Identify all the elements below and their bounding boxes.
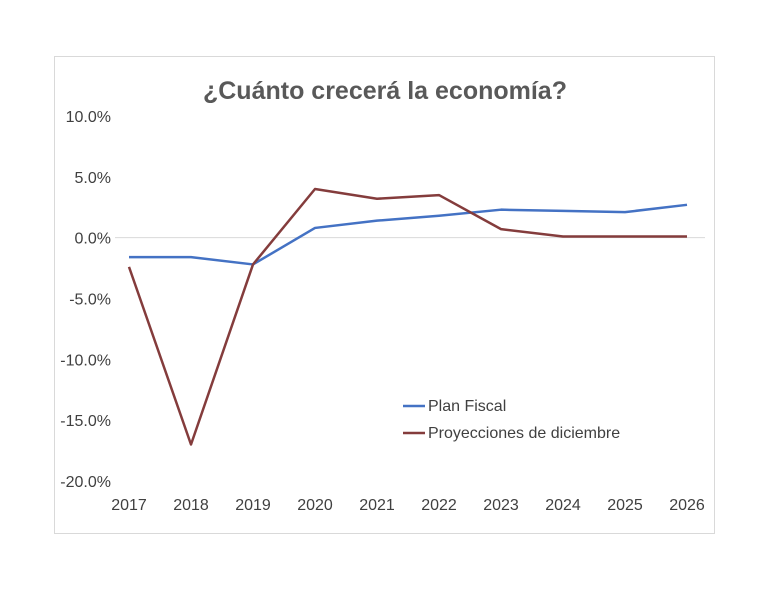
x-tick-label: 2021 xyxy=(359,497,395,514)
x-tick-label: 2020 xyxy=(297,497,333,514)
x-tick-label: 2023 xyxy=(483,497,519,514)
y-tick-label: 10.0% xyxy=(66,109,111,126)
y-tick-label: -20.0% xyxy=(60,474,111,491)
x-tick-label: 2025 xyxy=(607,497,643,514)
y-tick-label: -10.0% xyxy=(60,352,111,369)
y-tick-label: -15.0% xyxy=(60,413,111,430)
x-tick-label: 2019 xyxy=(235,497,271,514)
chart-frame: ¿Cuánto crecerá la economía? 10.0% 5.0% 0.… xyxy=(54,56,715,534)
x-tick-label: 2024 xyxy=(545,497,581,514)
series-line-1 xyxy=(129,203,688,266)
legend-label: Plan Fiscal xyxy=(428,398,506,415)
chart-title: ¿Cuánto crecerá la economía? xyxy=(203,77,567,105)
x-tick-label: 2018 xyxy=(173,497,209,514)
x-tick-label: 2026 xyxy=(669,497,705,514)
legend: Plan Fiscal Proyecciones de diciembre xyxy=(403,398,620,442)
y-axis-ticks: 10.0% 5.0% 0.0% -5.0% -10.0% -15.0% -20.0% xyxy=(60,109,111,491)
y-tick-label: -5.0% xyxy=(69,292,111,309)
y-tick-label: 0.0% xyxy=(75,231,111,248)
series-lines xyxy=(127,187,688,446)
x-axis-ticks: 2017 2018 2019 2020 2021 2022 2023 2024 2025 2026 xyxy=(111,497,705,514)
y-tick-label: 5.0% xyxy=(75,170,111,187)
series-line-2 xyxy=(127,187,687,446)
x-tick-label: 2022 xyxy=(421,497,457,514)
line-chart: ¿Cuánto crecerá la economía? 10.0% 5.0% 0.… xyxy=(60,77,705,514)
legend-label: Proyecciones de diciembre xyxy=(428,425,620,442)
x-tick-label: 2017 xyxy=(111,497,147,514)
